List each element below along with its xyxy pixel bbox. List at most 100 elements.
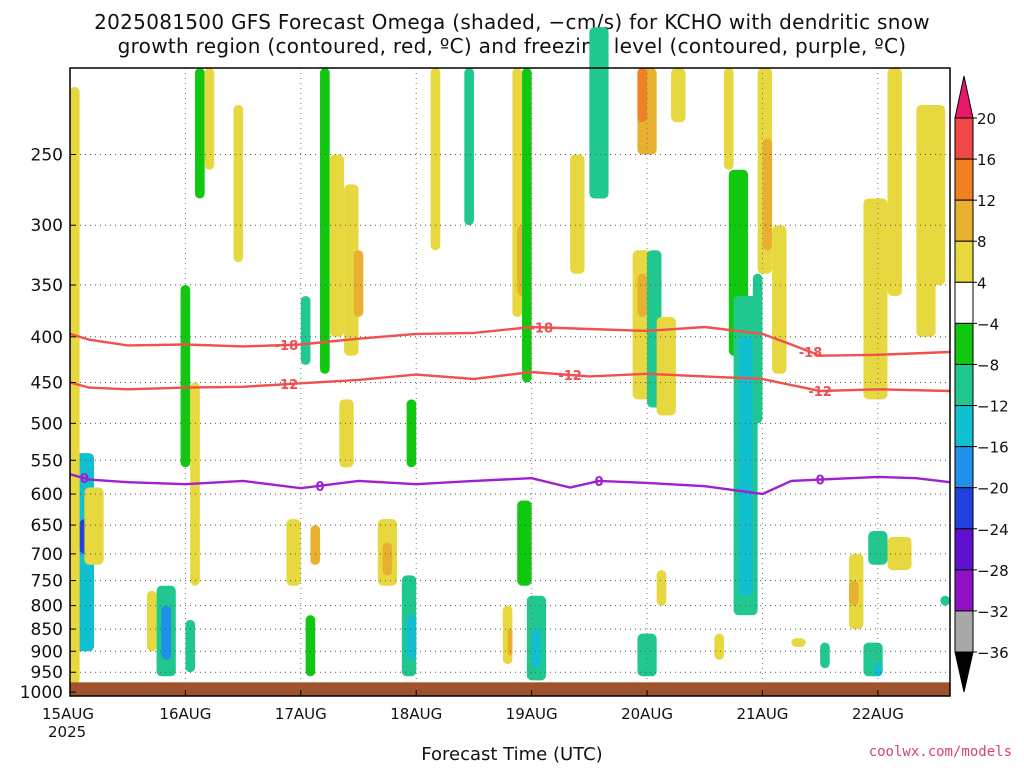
colorbar-label-1: 16	[977, 151, 996, 169]
omega-region-2	[70, 86, 80, 685]
ground-rect	[70, 682, 950, 696]
site-credit: coolwx.com/models	[868, 744, 1012, 760]
omega-region-46	[637, 68, 648, 123]
contour-label--12-0: -12	[275, 378, 299, 393]
contour-label-0-2: 0	[594, 475, 603, 490]
y-tick-label-900: 900	[31, 642, 63, 662]
chart-title-line-2: growth region (contoured, red, ºC) and f…	[117, 34, 907, 58]
x-axis-ticks: 15AUG 16AUG 17AUG 18AUG 19AUG 20AUG 21AUG 22AUG…	[42, 690, 904, 741]
colorbar-box-5	[954, 281, 974, 324]
omega-region-62	[887, 536, 912, 571]
colorbar-label-6: −8	[977, 356, 999, 374]
y-tick-label-600: 600	[31, 485, 63, 505]
omega-region-68	[925, 104, 946, 286]
y-tick-label-550: 550	[31, 451, 63, 471]
x-tick-label-20AUG: 20AUG	[621, 705, 673, 723]
x-tick-label-22AUG: 22AUG	[852, 705, 904, 723]
omega-region-23	[382, 542, 393, 576]
colorbar-box-13	[954, 610, 974, 653]
y-tick-label-350: 350	[31, 276, 63, 296]
colorbar-box-12	[954, 569, 974, 612]
omega-region-43	[656, 316, 676, 416]
colorbar-label-12: −32	[977, 603, 1009, 621]
omega-region-21	[406, 615, 417, 660]
omega-region-38	[589, 27, 609, 199]
omega-region-55	[772, 225, 787, 374]
colorbar-label-13: −36	[977, 644, 1009, 662]
omega-region-10	[204, 68, 215, 170]
omega-shading	[70, 27, 950, 685]
omega-region-61	[868, 531, 888, 565]
x-tick-label-17AUG: 17AUG	[275, 705, 327, 723]
omega-region-18	[300, 295, 311, 365]
colorbar-bottom-arrow	[954, 651, 974, 693]
omega-region-19	[339, 399, 354, 468]
y-tick-label-750: 750	[31, 572, 63, 592]
colorbar: 20 16 12 8 4 −4 −8 −12 −16 −20 −24 −28 −32 −36	[954, 75, 1009, 693]
colorbar-box-2	[954, 158, 974, 201]
omega-region-44	[656, 570, 667, 606]
x-tick-label-18AUG: 18AUG	[390, 705, 442, 723]
colorbar-label-5: −4	[977, 315, 999, 333]
omega-region-37	[570, 154, 585, 274]
y-tick-label-850: 850	[31, 620, 63, 640]
y-tick-label-1000: 1000	[20, 683, 63, 703]
x-year-label: 2025	[48, 723, 86, 741]
colorbar-label-10: −24	[977, 521, 1009, 539]
contour-label-0-0: 0	[80, 472, 89, 487]
colorbar-box-1	[954, 117, 974, 160]
y-tick-label-650: 650	[31, 516, 63, 536]
colorbar-box-9	[954, 446, 974, 489]
y-tick-label-250: 250	[31, 146, 63, 166]
contour-line--12	[69, 370, 951, 393]
y-axis-ticks: 2503003504004505005506006507007508008509…	[20, 146, 76, 703]
omega-region-24	[406, 399, 417, 468]
y-tick-label-800: 800	[31, 597, 63, 617]
omega-region-6	[185, 619, 196, 673]
grid-lines	[69, 68, 950, 696]
colorbar-label-9: −20	[977, 480, 1009, 498]
x-tick-label-21AUG: 21AUG	[736, 705, 788, 723]
x-axis-label: Forecast Time (UTC)	[421, 744, 603, 765]
contour-label-0-3: 0	[816, 474, 825, 489]
chart-title-line-1: 2025081500 GFS Forecast Omega (shaded, −…	[94, 10, 930, 34]
omega-region-5	[161, 605, 171, 660]
colorbar-box-6	[954, 322, 974, 365]
y-tick-label-400: 400	[31, 328, 63, 348]
omega-region-15	[310, 525, 321, 565]
omega-region-58	[820, 642, 830, 669]
omega-region-31	[522, 68, 532, 383]
colorbar-box-7	[954, 363, 974, 407]
colorbar-label-8: −16	[977, 439, 1009, 457]
contour-label--12-2: -12	[808, 385, 832, 400]
colorbar-label-11: −28	[977, 562, 1009, 580]
x-tick-label-16AUG: 16AUG	[159, 705, 211, 723]
omega-region-33	[507, 629, 513, 656]
omega-region-11	[233, 104, 244, 263]
omega-region-69	[940, 595, 950, 606]
omega-region-16	[320, 68, 330, 374]
omega-region-17	[329, 154, 345, 337]
omega-region-50	[738, 336, 753, 596]
contour-label-0-1: 0	[316, 480, 325, 495]
colorbar-box-4	[954, 240, 974, 283]
colorbar-label-4: 4	[977, 274, 987, 292]
omega-region-26	[353, 250, 364, 317]
y-tick-label-450: 450	[31, 373, 63, 393]
omega-region-66	[887, 68, 902, 296]
y-tick-label-500: 500	[31, 414, 63, 434]
x-tick-label-15AUG: 15AUG	[42, 705, 94, 723]
colorbar-box-11	[954, 528, 974, 571]
omega-region-35	[531, 629, 542, 669]
contour-label--18-2: -18	[799, 346, 823, 361]
omega-region-53	[762, 138, 773, 251]
ground-band	[70, 682, 950, 696]
omega-region-54	[752, 273, 763, 424]
colorbar-top-arrow	[954, 75, 974, 119]
omega-region-14	[286, 519, 301, 586]
omega-region-8	[180, 285, 191, 468]
omega-region-64	[873, 663, 883, 677]
omega-region-28	[464, 68, 474, 226]
contour-label--18-1: -18	[530, 321, 554, 336]
